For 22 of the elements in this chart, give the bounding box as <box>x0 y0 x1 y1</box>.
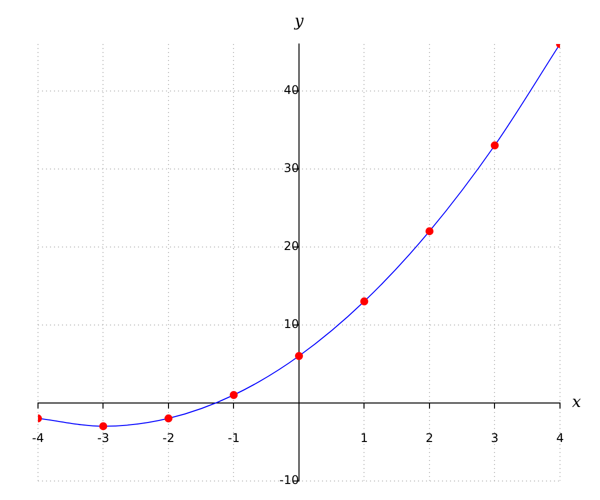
x-tick-label: -4 <box>32 431 44 446</box>
x-tick-label: -2 <box>162 431 174 446</box>
x-tick-label: 4 <box>556 431 564 446</box>
point <box>294 352 303 360</box>
y-tick-label: 10 <box>284 316 299 331</box>
y-tick-label: 20 <box>284 238 299 253</box>
x-axis-title: x <box>572 392 582 411</box>
point <box>490 141 499 150</box>
y-axis-title: y <box>293 11 304 30</box>
y-tick-label: 30 <box>284 160 299 175</box>
point <box>425 227 434 236</box>
point <box>230 391 238 399</box>
x-tick-label: -1 <box>228 431 240 446</box>
y-tick-label: -10 <box>279 472 299 487</box>
point <box>99 422 108 430</box>
x-tick-label: 3 <box>490 431 499 446</box>
x-tick-label: -3 <box>97 431 110 446</box>
x-tick-label: 1 <box>360 431 368 446</box>
point <box>360 297 368 306</box>
x-tick-label: 2 <box>426 431 434 446</box>
y-tick-label: 40 <box>284 82 299 97</box>
point <box>164 414 172 422</box>
